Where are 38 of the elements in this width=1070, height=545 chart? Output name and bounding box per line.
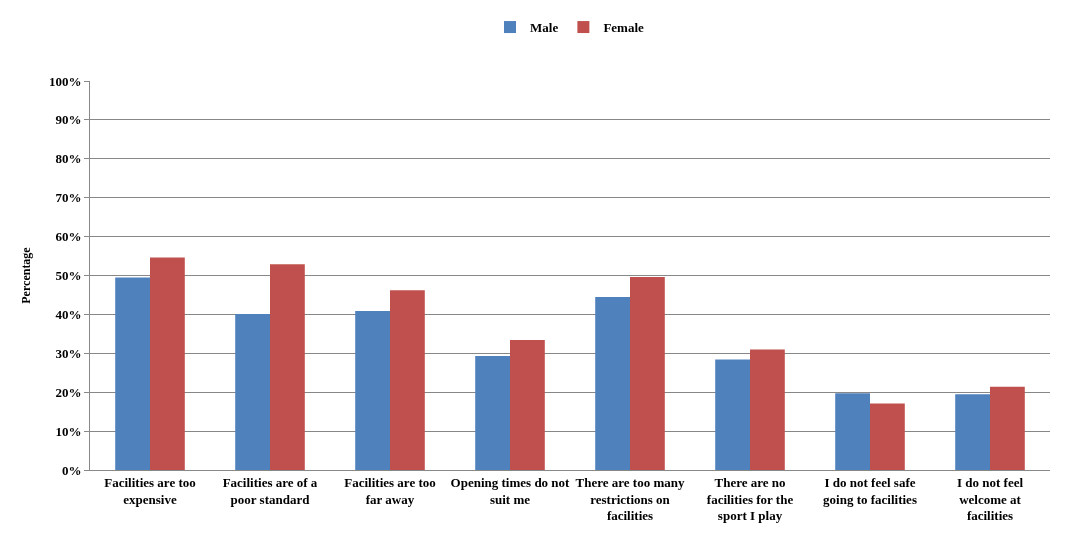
bar xyxy=(595,296,630,470)
bar xyxy=(990,386,1025,470)
y-tick-label: 90% xyxy=(55,112,82,128)
y-tick-label: 0% xyxy=(61,462,82,478)
y-tick-label: 50% xyxy=(55,268,82,284)
x-tick-label: Facilities are too expensive xyxy=(104,474,196,507)
x-tick-label: There are too many restrictions on facilities xyxy=(575,474,685,524)
y-tick-label: 40% xyxy=(55,306,82,322)
bar xyxy=(390,290,425,470)
bar xyxy=(630,277,665,470)
bar xyxy=(955,394,990,470)
x-tick-label: There are no facilities for the sport I play xyxy=(706,474,794,524)
y-tick-label: 80% xyxy=(55,151,82,167)
bar xyxy=(475,356,510,470)
legend-label: Male xyxy=(530,20,559,36)
bar xyxy=(235,314,270,470)
legend-label: Female xyxy=(603,20,645,36)
x-tick-label: Facilities are of a poor standard xyxy=(222,474,318,507)
x-tick-label: I do not feel safe going to facilities xyxy=(823,474,917,507)
bar xyxy=(270,264,305,470)
bar xyxy=(715,359,750,470)
y-axis-title: Percentage xyxy=(19,246,34,304)
bar xyxy=(150,257,185,470)
y-tick-label: 30% xyxy=(55,345,82,361)
y-tick-label: 70% xyxy=(55,190,82,206)
x-tick-label: I do not feel welcome at facilities xyxy=(956,474,1024,524)
x-tick-label: Opening times do not suit me xyxy=(450,474,571,507)
bar xyxy=(510,340,545,470)
x-tick-label: Facilities are too far away xyxy=(344,474,436,507)
y-tick-label: 20% xyxy=(55,384,82,400)
bar xyxy=(115,277,150,470)
bar xyxy=(750,349,785,470)
y-tick-label: 100% xyxy=(48,73,82,89)
y-tick-label: 10% xyxy=(55,423,82,439)
bar xyxy=(835,393,870,470)
bar xyxy=(355,310,390,470)
y-tick-label: 60% xyxy=(55,229,82,245)
bar xyxy=(870,403,905,470)
